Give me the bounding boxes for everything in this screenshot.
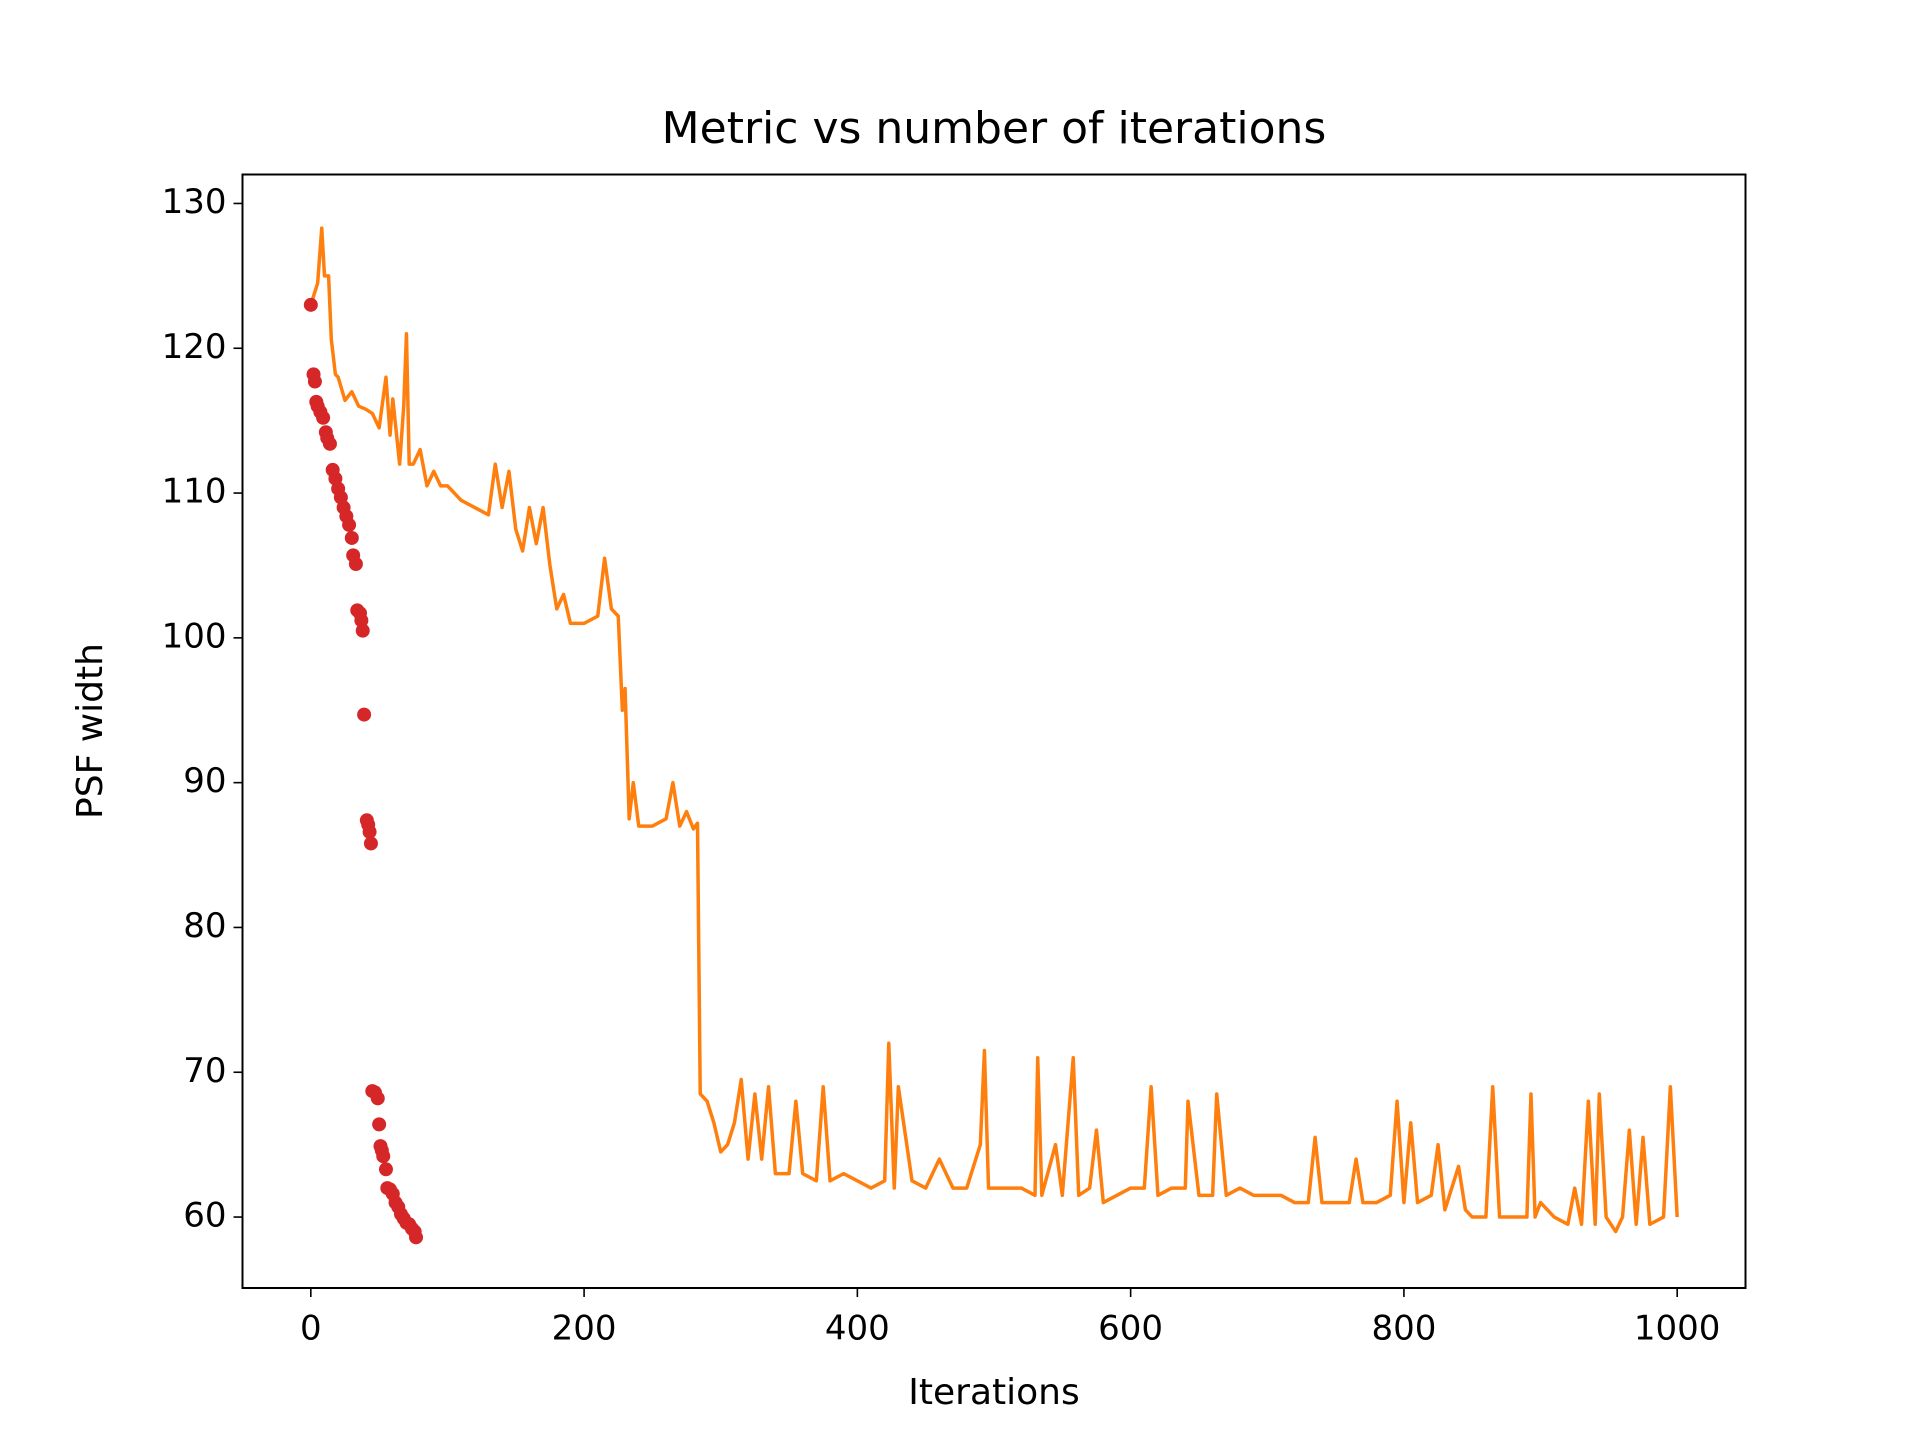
y-tick-label: 110 [162,472,227,512]
y-axis-label: PSF width [70,643,111,819]
plot-frame [241,173,1747,1289]
point [344,530,359,545]
x-tick-label: 200 [552,1309,617,1349]
point [376,1149,391,1164]
y-tick-label: 90 [183,761,226,801]
point [303,297,318,312]
point [362,824,377,839]
point [355,623,370,638]
x-tick-label: 600 [1098,1309,1163,1349]
point [342,517,357,532]
point [409,1230,424,1245]
y-tick-label: 130 [162,182,227,222]
x-tick-label: 1000 [1634,1309,1721,1349]
point [370,1091,385,1106]
point [316,410,331,425]
point [378,1162,393,1177]
point [322,436,337,451]
line [309,226,1679,1234]
x-axis-label: Iterations [908,1372,1079,1413]
x-tick-label: 400 [825,1309,890,1349]
point [348,557,363,572]
y-tick-label: 100 [162,616,227,656]
chart-title: Metric vs number of iterations [662,103,1327,154]
x-tick-label: 0 [300,1309,322,1349]
y-tick-label: 60 [183,1196,226,1236]
x-tick-label: 800 [1371,1309,1436,1349]
point [357,707,372,722]
y-tick-label: 70 [183,1051,226,1091]
point [372,1117,387,1132]
point [307,374,322,389]
point [363,836,378,851]
y-tick-label: 120 [162,327,227,367]
y-tick-label: 80 [183,906,226,946]
